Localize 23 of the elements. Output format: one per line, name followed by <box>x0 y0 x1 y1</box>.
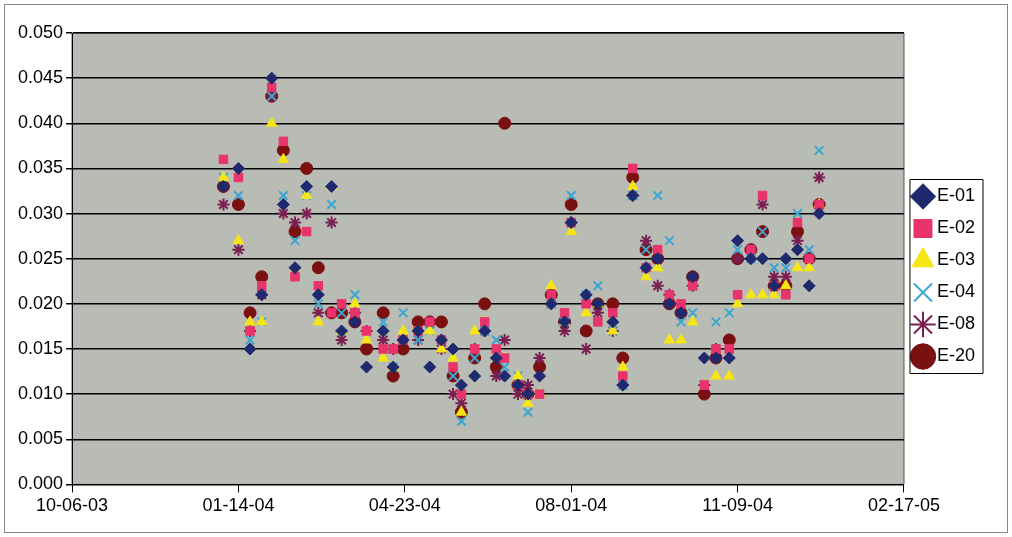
legend-label: E-04 <box>936 281 976 302</box>
y-tick-label: 0.015 <box>18 337 64 358</box>
y-tick-label: 0.030 <box>18 202 64 223</box>
x-tick-label: 02-17-05 <box>867 495 941 516</box>
y-tick-label: 0.025 <box>18 247 64 268</box>
y-tick-label: 0.050 <box>18 21 64 42</box>
legend-label: E-03 <box>936 249 976 270</box>
x-tick-label: 04-23-04 <box>368 495 441 516</box>
legend-label: E-02 <box>936 217 976 238</box>
legend-label: E-08 <box>936 313 976 334</box>
y-tick-label: 0.045 <box>18 67 64 88</box>
x-tick-label: 11-09-04 <box>702 495 773 516</box>
x-tick-label: 10-06-03 <box>36 495 109 516</box>
y-tick-label: 0.035 <box>18 157 64 178</box>
x-tick-label: 01-14-04 <box>202 495 275 516</box>
y-tick-label: 0.010 <box>18 383 64 404</box>
x-tick-label: 08-01-04 <box>535 495 608 516</box>
legend-label: E-20 <box>936 345 976 366</box>
legend-label: E-01 <box>936 185 976 206</box>
y-tick-label: 0.020 <box>18 292 64 313</box>
y-tick-label: 0.000 <box>18 473 64 494</box>
y-tick-label: 0.040 <box>18 112 64 133</box>
y-tick-label: 0.005 <box>18 428 64 449</box>
